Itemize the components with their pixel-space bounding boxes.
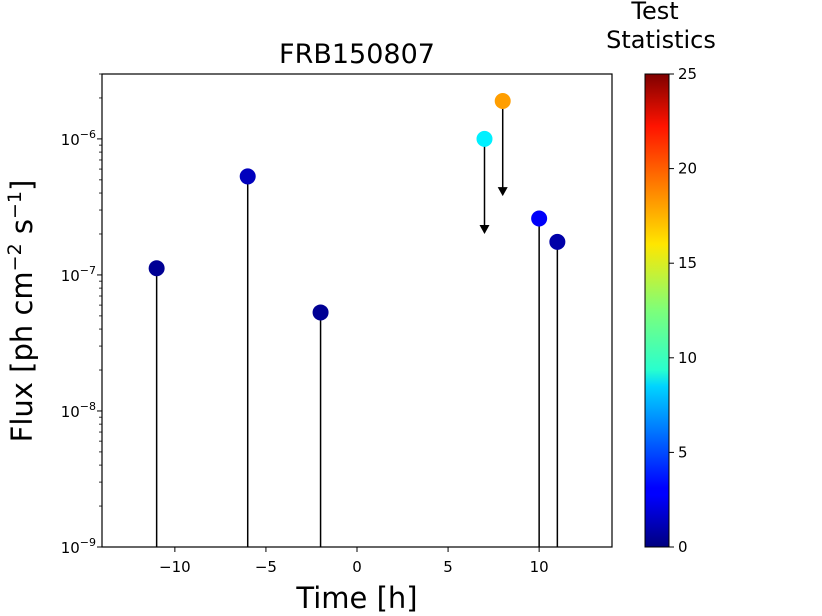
y-tick-label: 10−9 [61, 536, 96, 557]
colorbar-tick-label: 25 [678, 65, 697, 83]
x-tick-label: −5 [255, 558, 277, 576]
y-axis-label-mid: s [5, 219, 39, 243]
colorbar-title-line2: Statistics [606, 26, 716, 54]
y-axis-label-end: ] [5, 180, 39, 191]
x-tick-label: 5 [443, 558, 453, 576]
colorbar-title-line1: Test [630, 0, 678, 25]
x-tick-label: 0 [352, 558, 362, 576]
colorbar-ticks: 0 5 10 15 20 25 [669, 65, 697, 556]
upper-limit-arrowhead [497, 187, 508, 197]
data-point [239, 168, 256, 185]
y-tick-label: 10−7 [61, 264, 96, 285]
y-tick-label: 10−6 [61, 128, 96, 149]
colorbar-tick-label: 15 [678, 254, 697, 272]
y-axis-label-sup1: −2 [4, 243, 26, 271]
y-axis-label-sup2: −1 [4, 191, 26, 219]
x-tick-label: −10 [159, 558, 191, 576]
chart-title: FRB150807 [279, 39, 435, 70]
upper-limit-arrowhead [479, 224, 490, 234]
colorbar-tick-label: 5 [678, 443, 688, 461]
colorbar-tick-label: 20 [678, 160, 697, 178]
x-ticks: −10 −5 0 5 10 [159, 547, 549, 576]
data-point [312, 304, 329, 321]
y-ticks: 10−9 10−8 10−7 10−6 [61, 73, 102, 557]
y-axis-label-main: Flux [ph cm [5, 271, 39, 442]
stems-layer [155, 176, 559, 547]
points-layer [148, 92, 566, 321]
colorbar-tick-label: 0 [678, 538, 688, 556]
colorbar [644, 73, 670, 548]
x-axis-label: Time [h] [295, 581, 417, 615]
upper-limit-arrows-layer [479, 100, 508, 234]
x-tick-label: 10 [530, 558, 549, 576]
data-point [148, 260, 165, 277]
data-point [476, 130, 493, 147]
data-point [531, 210, 548, 227]
data-point [494, 92, 511, 109]
data-point [549, 233, 566, 250]
plot-area [101, 73, 613, 548]
colorbar-tick-label: 10 [678, 349, 697, 367]
y-axis-label: Flux [ph cm−2 s−1] [4, 180, 39, 443]
y-tick-label: 10−8 [61, 400, 96, 421]
